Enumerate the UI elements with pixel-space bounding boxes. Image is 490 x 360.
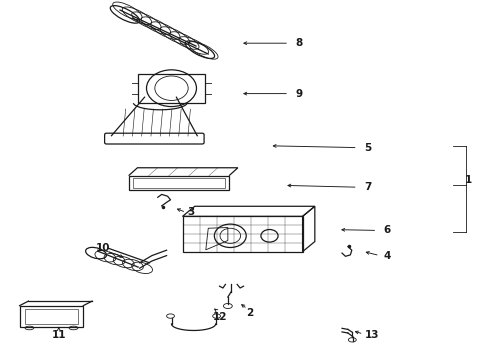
Text: 7: 7	[364, 182, 371, 192]
Text: 12: 12	[213, 312, 228, 322]
Text: 5: 5	[364, 143, 371, 153]
Bar	[182, 216, 303, 252]
Text: 9: 9	[295, 89, 302, 99]
Bar	[132, 178, 225, 188]
Text: 2: 2	[246, 308, 253, 318]
Text: 8: 8	[295, 38, 302, 48]
Text: 1: 1	[465, 175, 471, 185]
Text: 3: 3	[188, 207, 195, 217]
Bar	[20, 306, 83, 327]
Text: 10: 10	[96, 243, 110, 253]
Text: 6: 6	[384, 225, 391, 235]
Text: 11: 11	[51, 330, 66, 340]
Bar	[138, 73, 205, 103]
Bar	[24, 309, 78, 324]
Text: 4: 4	[383, 251, 391, 261]
Text: 13: 13	[365, 330, 380, 340]
Bar	[128, 176, 229, 190]
